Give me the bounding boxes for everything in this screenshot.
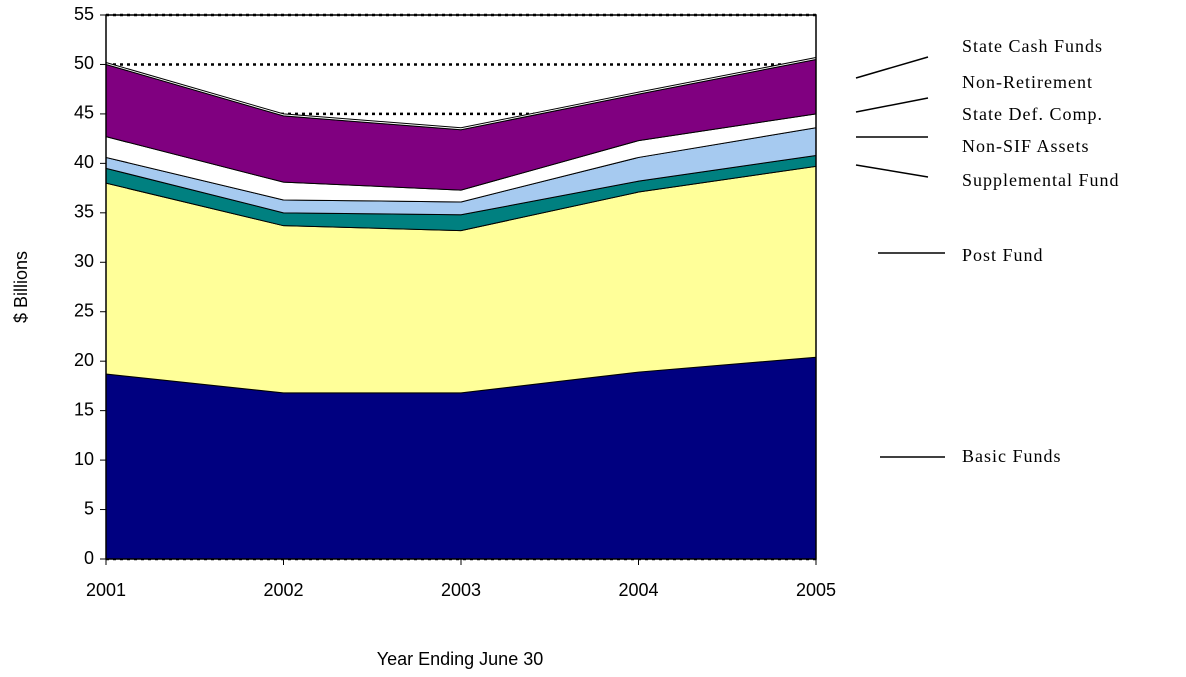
legend-label: Supplemental Fund bbox=[962, 170, 1120, 190]
y-tick-label: 25 bbox=[74, 300, 94, 320]
x-tick-label: 2002 bbox=[263, 580, 303, 600]
x-axis-title: Year Ending June 30 bbox=[377, 649, 543, 669]
x-tick-label: 2004 bbox=[618, 580, 658, 600]
y-tick-label: 15 bbox=[74, 399, 94, 419]
legend-label: Basic Funds bbox=[962, 446, 1062, 466]
y-tick-label: 55 bbox=[74, 4, 94, 24]
legend-label: Non-SIF Assets bbox=[962, 136, 1090, 156]
legend-leader bbox=[855, 56, 929, 79]
legend-label: Non-Retirement bbox=[962, 72, 1093, 92]
y-tick-label: 20 bbox=[74, 350, 94, 370]
x-tick-label: 2005 bbox=[796, 580, 836, 600]
y-axis-title: $ Billions bbox=[11, 251, 31, 323]
legend-label: Post Fund bbox=[962, 245, 1044, 265]
y-tick-label: 5 bbox=[84, 498, 94, 518]
x-tick-label: 2001 bbox=[86, 580, 126, 600]
legend-leader bbox=[855, 97, 929, 113]
y-tick-label: 40 bbox=[74, 152, 94, 172]
y-tick-label: 0 bbox=[84, 548, 94, 568]
y-tick-label: 35 bbox=[74, 202, 94, 222]
x-tick-label: 2003 bbox=[441, 580, 481, 600]
legend-leader bbox=[855, 164, 929, 178]
y-tick-label: 50 bbox=[74, 53, 94, 73]
legend-label: State Def. Comp. bbox=[962, 104, 1103, 124]
y-tick-label: 10 bbox=[74, 449, 94, 469]
y-tick-label: 45 bbox=[74, 103, 94, 123]
y-tick-label: 30 bbox=[74, 251, 94, 271]
legend-label: State Cash Funds bbox=[962, 36, 1103, 56]
